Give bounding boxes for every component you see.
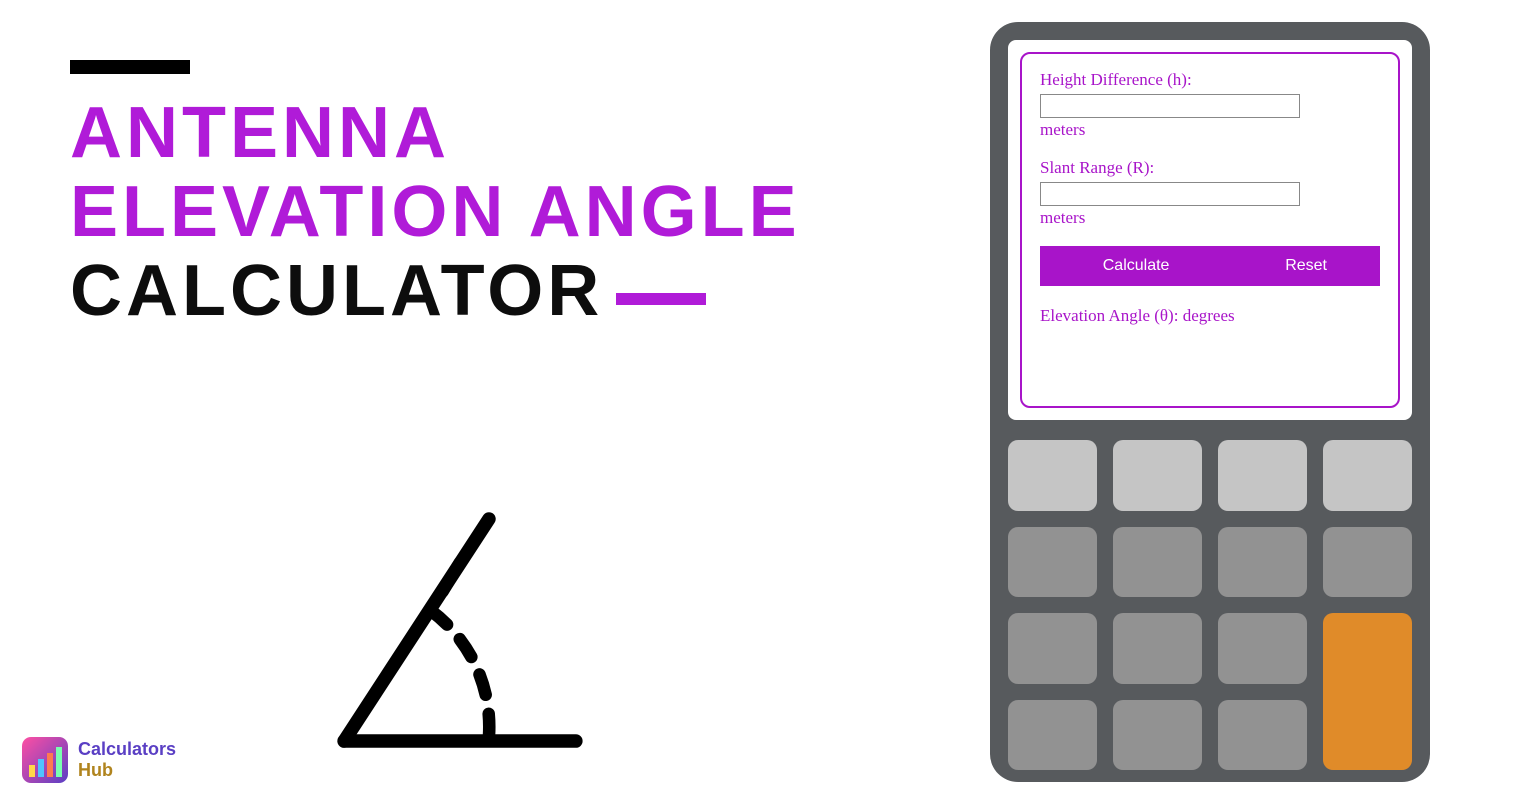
calculate-button[interactable]: Calculate [1040,257,1232,275]
reset-button[interactable]: Reset [1232,257,1380,275]
logo-icon [20,735,70,785]
keypad-key[interactable] [1218,700,1307,771]
title-block: ANTENNA ELEVATION ANGLE CALCULATOR [70,60,920,332]
logo-text: Calculators Hub [78,739,176,781]
keypad-key[interactable] [1008,527,1097,598]
result-label: Elevation Angle (θ): degrees [1040,306,1380,326]
keypad-key[interactable] [1008,700,1097,771]
keypad-key[interactable] [1323,440,1412,511]
title-line-3: CALCULATOR [70,251,603,331]
keypad-key[interactable] [1113,700,1202,771]
slant-input[interactable] [1040,182,1300,206]
accent-bar-top [70,60,190,74]
title-line-2: ELEVATION ANGLE [70,173,920,252]
slant-label: Slant Range (R): [1040,158,1380,178]
logo: Calculators Hub [20,735,176,785]
height-unit: meters [1040,120,1380,140]
keypad-key[interactable] [1218,527,1307,598]
keypad-key[interactable] [1008,440,1097,511]
title-line-3-wrap: CALCULATOR [70,252,920,331]
title-line-1: ANTENNA [70,94,920,173]
logo-text-2: Hub [78,760,176,781]
calculator-device: Height Difference (h): meters Slant Rang… [990,22,1430,782]
button-bar: Calculate Reset [1040,246,1380,286]
angle-diagram-icon [300,490,620,770]
keypad-key[interactable] [1113,527,1202,598]
keypad-key[interactable] [1218,440,1307,511]
keypad-key[interactable] [1113,440,1202,511]
calculator-screen: Height Difference (h): meters Slant Rang… [1008,40,1412,420]
keypad-key[interactable] [1008,613,1097,684]
height-label: Height Difference (h): [1040,70,1380,90]
calculator-form: Height Difference (h): meters Slant Rang… [1020,52,1400,408]
keypad-key[interactable] [1113,613,1202,684]
keypad-key[interactable] [1218,613,1307,684]
height-input[interactable] [1040,94,1300,118]
keypad-key-enter[interactable] [1323,613,1412,770]
keypad-key[interactable] [1323,527,1412,598]
accent-bar-bottom [616,293,706,305]
keypad [1008,440,1412,770]
logo-text-1: Calculators [78,739,176,760]
slant-unit: meters [1040,208,1380,228]
